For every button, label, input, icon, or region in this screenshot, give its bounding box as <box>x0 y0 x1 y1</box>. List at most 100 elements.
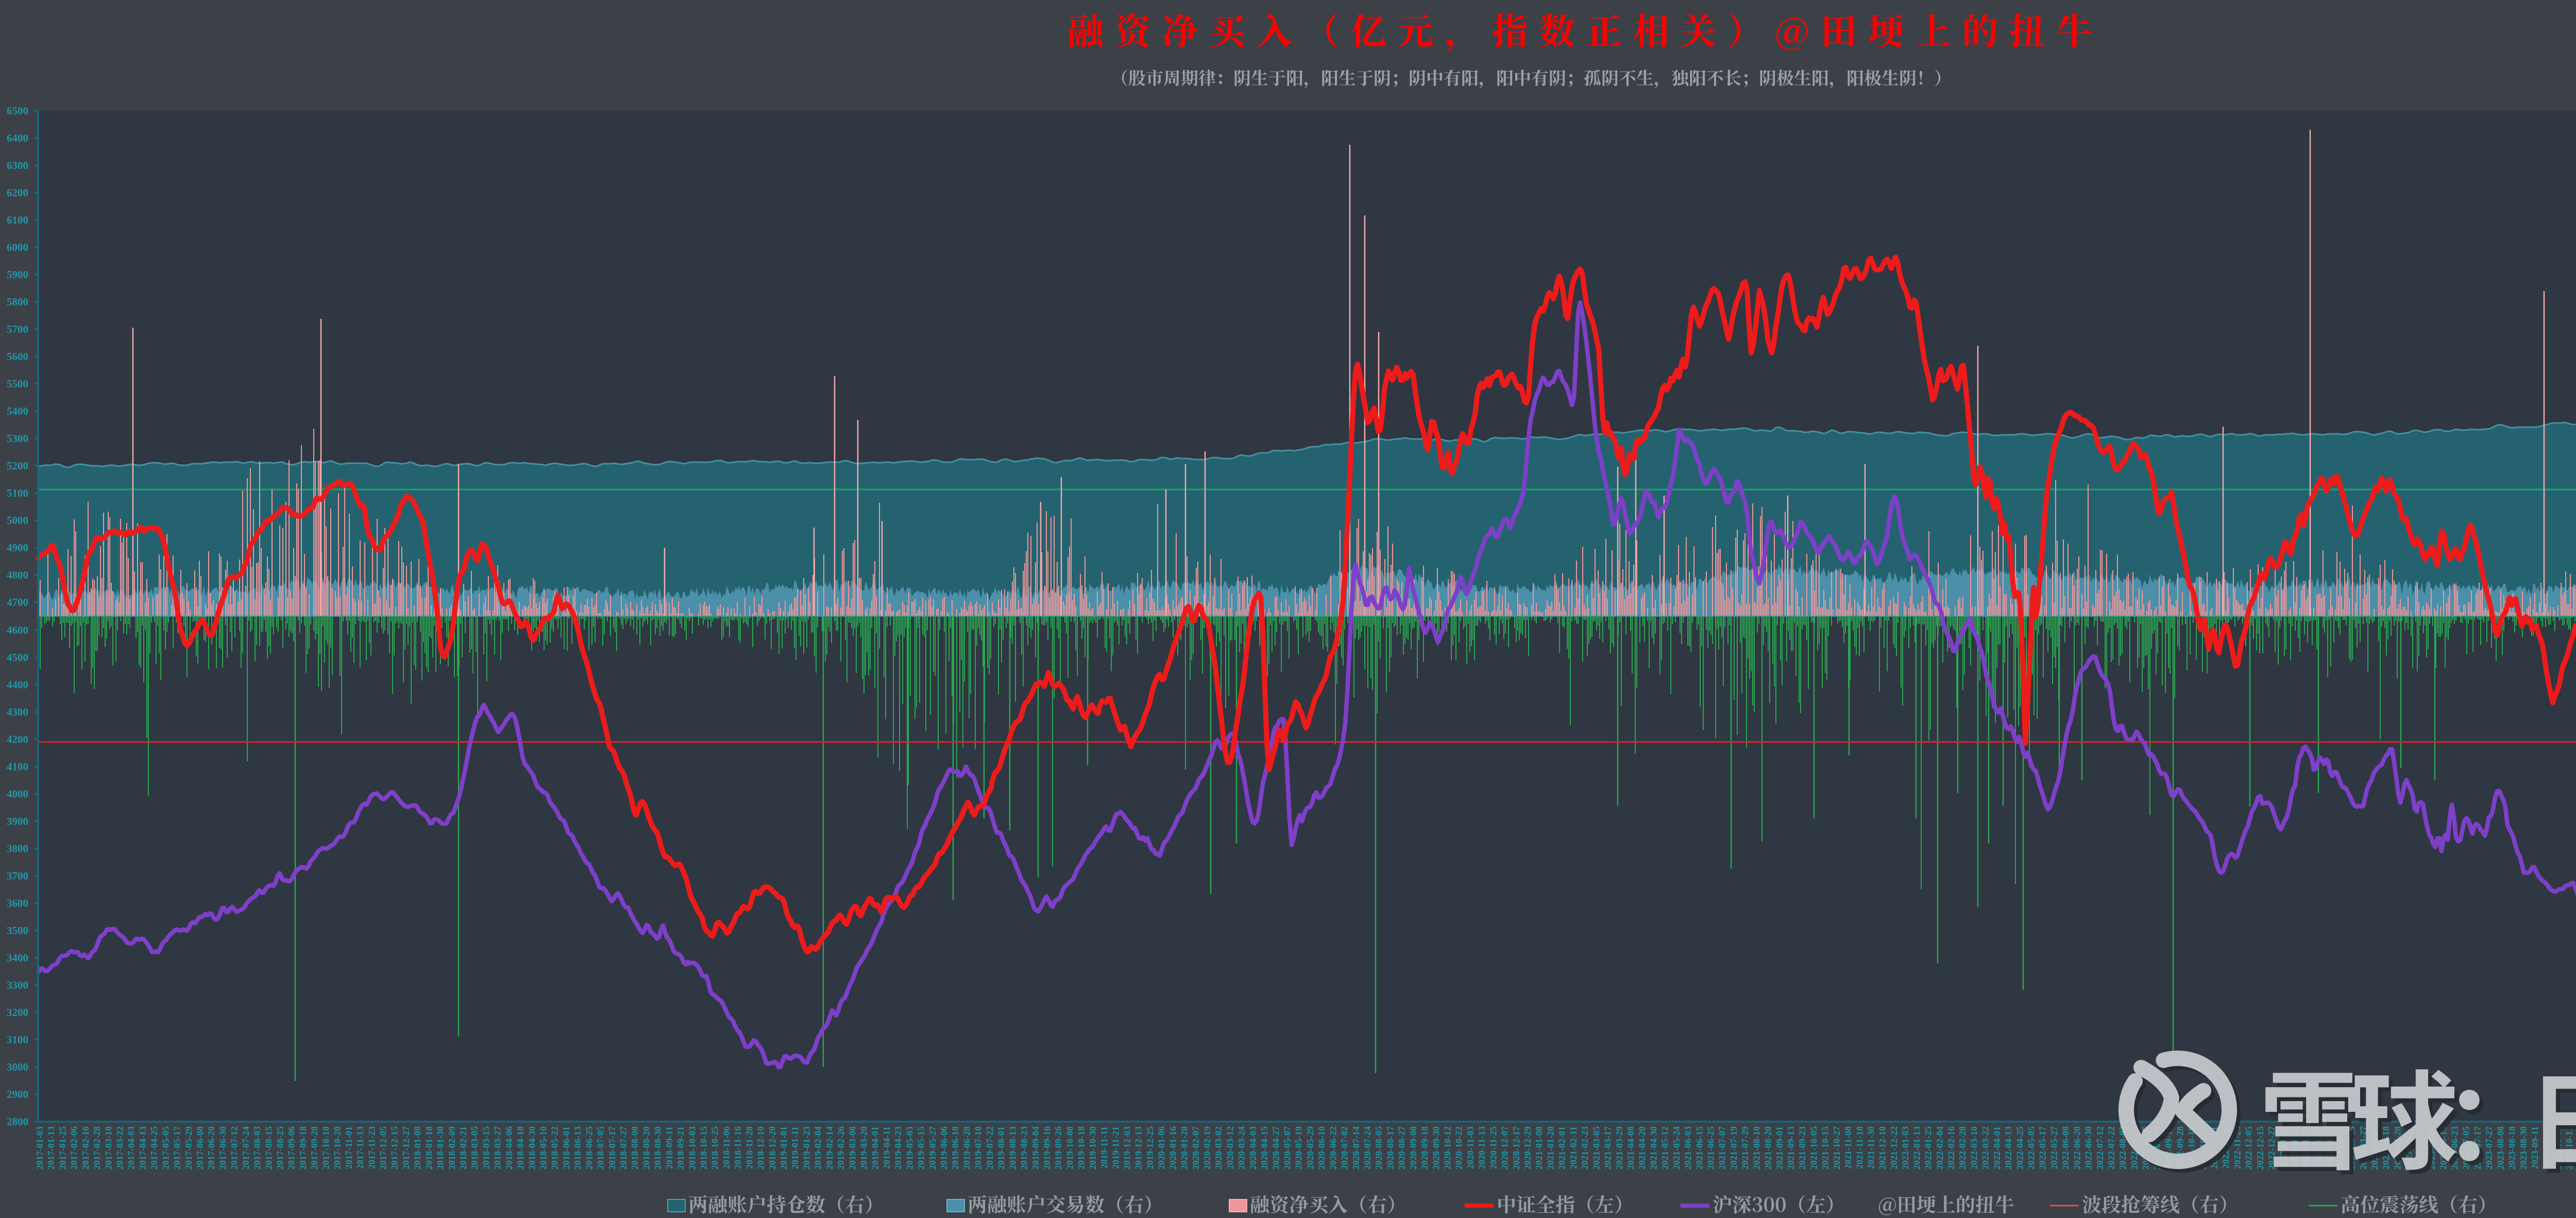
svg-text:2020-05-07: 2020-05-07 <box>1282 1126 1293 1170</box>
svg-text:2018-11-28: 2018-11-28 <box>744 1126 754 1169</box>
svg-text:2020-06-22: 2020-06-22 <box>1328 1126 1338 1170</box>
svg-text:2018-03-15: 2018-03-15 <box>481 1126 491 1170</box>
svg-text:2019-05-15: 2019-05-15 <box>916 1126 926 1170</box>
svg-text:2021-01-08: 2021-01-08 <box>1534 1126 1544 1170</box>
svg-text:2017-09-06: 2017-09-06 <box>286 1126 297 1170</box>
svg-text:2019-08-23: 2019-08-23 <box>1019 1126 1029 1170</box>
svg-text:4800: 4800 <box>7 569 28 581</box>
svg-text:2020-09-30: 2020-09-30 <box>1431 1126 1441 1170</box>
svg-text:2021-11-08: 2021-11-08 <box>1843 1126 1853 1169</box>
svg-text:2018-05-10: 2018-05-10 <box>538 1126 549 1170</box>
svg-text:2020-09-08: 2020-09-08 <box>1408 1126 1418 1170</box>
svg-text:2018-12-20: 2018-12-20 <box>767 1126 777 1170</box>
svg-text:2022-06-30: 2022-06-30 <box>2083 1126 2094 1170</box>
svg-text:2022-01-25: 2022-01-25 <box>1923 1126 1934 1170</box>
svg-text:2018-05-22: 2018-05-22 <box>550 1126 560 1170</box>
svg-text:6400: 6400 <box>7 132 28 144</box>
svg-text:2021-08-20: 2021-08-20 <box>1763 1126 1773 1170</box>
svg-text:2022-05-27: 2022-05-27 <box>2049 1126 2059 1170</box>
svg-text:2022-03-22: 2022-03-22 <box>1980 1126 1991 1170</box>
svg-text:2018-06-01: 2018-06-01 <box>561 1126 571 1170</box>
svg-text:2018-07-05: 2018-07-05 <box>596 1126 606 1170</box>
svg-text:2017-02-06: 2017-02-06 <box>69 1126 79 1170</box>
svg-text:2021-04-20: 2021-04-20 <box>1637 1126 1647 1170</box>
svg-text:2019-08-13: 2019-08-13 <box>1007 1126 1018 1170</box>
svg-text:2021-05-12: 2021-05-12 <box>1660 1126 1670 1170</box>
svg-text:2020-01-16: 2020-01-16 <box>1167 1126 1178 1170</box>
svg-text:2018-01-08: 2018-01-08 <box>412 1126 422 1170</box>
svg-text:3000: 3000 <box>7 1061 28 1073</box>
svg-text:2020-10-22: 2020-10-22 <box>1454 1126 1464 1170</box>
svg-text:2021-06-25: 2021-06-25 <box>1706 1126 1716 1170</box>
svg-text:2020-03-02: 2020-03-02 <box>1213 1126 1224 1170</box>
svg-text:2017-10-10: 2017-10-10 <box>320 1126 331 1170</box>
svg-text:2019-06-06: 2019-06-06 <box>939 1126 949 1170</box>
svg-text:2018-11-06: 2018-11-06 <box>721 1126 732 1169</box>
svg-text:3300: 3300 <box>7 979 28 991</box>
svg-text:2019-06-28: 2019-06-28 <box>962 1126 972 1170</box>
svg-text:2021-04-30: 2021-04-30 <box>1648 1126 1658 1170</box>
svg-text:2021-02-01: 2021-02-01 <box>1557 1126 1567 1170</box>
svg-text:2020-07-24: 2020-07-24 <box>1362 1126 1372 1170</box>
svg-text:2017-01-25: 2017-01-25 <box>57 1126 67 1170</box>
svg-text:2019-02-14: 2019-02-14 <box>824 1126 835 1170</box>
svg-text:4200: 4200 <box>7 733 28 746</box>
svg-text:2020-08-17: 2020-08-17 <box>1385 1126 1395 1170</box>
svg-text:2020-11-25: 2020-11-25 <box>1488 1126 1498 1169</box>
svg-text:5800: 5800 <box>7 296 28 308</box>
svg-text:2021-09-23: 2021-09-23 <box>1797 1126 1807 1170</box>
svg-text:2020-05-29: 2020-05-29 <box>1305 1126 1315 1170</box>
svg-text:2018-06-25: 2018-06-25 <box>584 1126 594 1170</box>
svg-text:2017-02-28: 2017-02-28 <box>92 1126 102 1170</box>
svg-text:2018-07-17: 2018-07-17 <box>607 1126 617 1170</box>
svg-text:2018-02-09: 2018-02-09 <box>447 1126 457 1170</box>
svg-text:2021-07-19: 2021-07-19 <box>1728 1126 1739 1170</box>
svg-text:2021-12-22: 2021-12-22 <box>1889 1126 1899 1170</box>
svg-text:5200: 5200 <box>7 460 28 472</box>
svg-text:2020-06-10: 2020-06-10 <box>1316 1126 1327 1170</box>
svg-text:2022-01-03: 2022-01-03 <box>1900 1126 1910 1170</box>
svg-text:2023-08-18: 2023-08-18 <box>2507 1126 2517 1170</box>
svg-text:2019-10-30: 2019-10-30 <box>1088 1126 1098 1170</box>
svg-text:2021-08-10: 2021-08-10 <box>1751 1126 1761 1170</box>
svg-text:2019-07-22: 2019-07-22 <box>985 1126 995 1170</box>
svg-text:2021-10-15: 2021-10-15 <box>1820 1126 1831 1170</box>
svg-text:2022-04-25: 2022-04-25 <box>2014 1126 2025 1170</box>
svg-text:2021-01-20: 2021-01-20 <box>1546 1126 1556 1170</box>
svg-text:2019-03-20: 2019-03-20 <box>859 1126 869 1170</box>
svg-text:2017-04-03: 2017-04-03 <box>126 1126 137 1170</box>
svg-text:4700: 4700 <box>7 596 28 608</box>
svg-text:2800: 2800 <box>7 1115 28 1128</box>
svg-text:2019-09-16: 2019-09-16 <box>1042 1126 1052 1170</box>
svg-text:2019-05-27: 2019-05-27 <box>927 1126 938 1170</box>
svg-text:2023-08-08: 2023-08-08 <box>2495 1126 2505 1170</box>
svg-text:2018-08-20: 2018-08-20 <box>641 1126 651 1170</box>
svg-text:2017-06-08: 2017-06-08 <box>195 1126 205 1170</box>
svg-text:2019-06-18: 2019-06-18 <box>950 1126 960 1170</box>
svg-text:6100: 6100 <box>7 214 28 226</box>
svg-text:2017-01-13: 2017-01-13 <box>46 1126 56 1170</box>
svg-text:2017-08-25: 2017-08-25 <box>275 1126 285 1170</box>
svg-text:2019-08-01: 2019-08-01 <box>996 1126 1006 1170</box>
svg-text:5300: 5300 <box>7 432 28 445</box>
svg-text:2020-04-15: 2020-04-15 <box>1259 1126 1269 1170</box>
svg-text:2019-02-26: 2019-02-26 <box>836 1126 846 1170</box>
svg-text:4900: 4900 <box>7 542 28 554</box>
svg-text:2019-07-10: 2019-07-10 <box>973 1126 984 1170</box>
svg-text:2019-11-21: 2019-11-21 <box>1110 1126 1121 1169</box>
svg-text:2019-04-23: 2019-04-23 <box>893 1126 903 1170</box>
svg-text:2020-05-19: 2020-05-19 <box>1294 1126 1304 1170</box>
svg-text:2017-02-16: 2017-02-16 <box>80 1126 91 1170</box>
svg-text:4300: 4300 <box>7 706 28 718</box>
svg-text:2018-03-05: 2018-03-05 <box>469 1126 480 1170</box>
svg-text:2022-04-13: 2022-04-13 <box>2003 1126 2013 1170</box>
svg-text:2022-03-10: 2022-03-10 <box>1969 1126 1979 1170</box>
svg-text:2018-10-03: 2018-10-03 <box>687 1126 697 1170</box>
svg-text:4600: 4600 <box>7 624 28 636</box>
svg-text:5400: 5400 <box>7 405 28 417</box>
svg-text:2020-01-06: 2020-01-06 <box>1156 1126 1166 1170</box>
svg-text:2018-08-30: 2018-08-30 <box>653 1126 663 1170</box>
svg-text:2018-08-08: 2018-08-08 <box>630 1126 640 1170</box>
svg-text:2017-12-05: 2017-12-05 <box>378 1126 388 1170</box>
svg-text:2017-10-20: 2017-10-20 <box>332 1126 343 1170</box>
